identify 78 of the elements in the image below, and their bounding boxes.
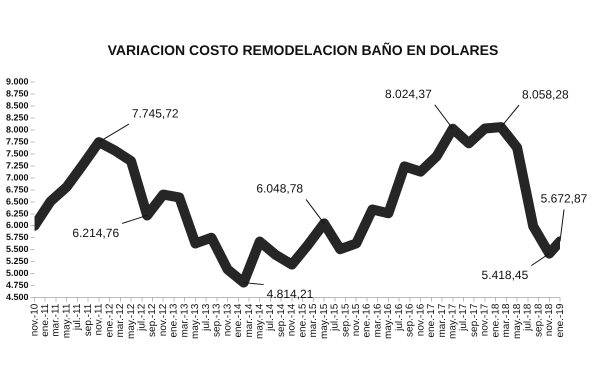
y-tick-label: 6.500 [6,196,29,206]
x-tick-label: mar.-14 [244,303,255,338]
data-label: 5.418,45 [482,268,529,282]
x-tick-label: ene.-12 [104,303,116,338]
data-label: 8.024,37 [385,87,432,102]
x-tick-label: nov.-13 [222,303,234,336]
y-tick-label: 8.500 [6,100,29,110]
y-tick-label: 5.000 [6,268,29,278]
x-tick-label: jul.-14 [265,303,276,332]
x-tick-label: ene.-18 [490,303,502,338]
x-tick-label: mar.-13 [179,303,190,338]
x-tick-label: nov.-10 [29,303,40,336]
x-tick-label: jul.-15 [330,303,341,332]
y-tick-label: 6.750 [6,184,29,194]
y-tick-label: 6.000 [6,220,29,230]
x-tick-label: ene.-14 [233,303,244,338]
x-tick-label: jul.-17 [458,303,470,332]
x-tick-label: may.-16 [383,303,394,340]
x-tick-label: jul.-16 [394,303,405,332]
data-label: 6.048,78 [256,182,304,196]
x-tick-label: jul.-12 [136,303,148,332]
x-tick-label: jul.-11 [72,303,84,332]
x-tick-label: may.-12 [126,303,137,340]
x-tick-label: nov.-11 [94,303,105,336]
chart-title: VARIACION COSTO REMODELACION BAÑO EN DOLARES [106,42,500,58]
x-tick-label: sep.-12 [147,303,158,337]
x-tick-label: jul.-13 [200,303,212,332]
x-tick-label: may.-17 [448,303,459,340]
y-tick-label: 7.500 [6,148,29,158]
x-tick-label: nov.-16 [415,303,426,336]
x-tick-label: ene.-13 [168,303,180,338]
y-tick-label: 5.250 [6,256,29,266]
x-tick-label: sep.-14 [276,303,287,337]
x-tick-label: nov.-12 [158,303,169,336]
x-tick-label: ene.-19 [554,303,566,338]
y-tick-label: 4.750 [6,280,29,290]
x-tick-label: mar.-11 [50,303,62,337]
y-tick-label: 4.500 [6,292,29,302]
x-tick-label: sep.-11 [82,303,94,336]
x-tick-label: sep.-13 [212,303,223,337]
x-tick-label: mar.-17 [436,303,448,338]
x-tick-label: sep.-18 [533,303,544,337]
x-tick-label: sep.-15 [340,303,352,337]
x-tick-label: may.-18 [512,303,523,340]
y-tick-label: 8.250 [6,112,29,122]
x-tick-label: ene.-11 [40,303,51,337]
y-tick-label: 6.250 [6,208,29,218]
y-tick-label: 5.500 [6,244,29,254]
x-tick-label: nov.-15 [350,303,362,336]
x-tick-label: may.-14 [254,303,266,340]
x-tick-label: nov.-14 [286,303,298,336]
x-tick-label: may.-13 [190,303,202,340]
y-tick-label: 8.750 [6,88,29,98]
x-tick-label: nov.-17 [480,303,491,336]
data-label: 4.814,21 [266,286,314,301]
y-tick-label: 7.750 [6,136,29,146]
x-tick-label: nov.-18 [544,303,556,336]
x-tick-label: mar.-12 [115,303,126,338]
x-tick-label: may.-11 [61,303,72,338]
y-tick-label: 9.000 [6,76,29,86]
y-tick-label: 7.250 [6,160,29,170]
x-tick-label: ene.-17 [426,303,438,338]
data-label: 8.058,28 [522,87,570,102]
x-tick-label: ene.-15 [297,303,308,338]
y-tick-label: 8.000 [6,124,29,134]
x-tick-label: may.-15 [318,303,330,340]
y-tick-label: 7.000 [6,172,29,182]
data-label: 7.745,72 [132,106,179,120]
y-tick-label: 5.750 [6,232,29,242]
x-tick-label: mar.-16 [372,303,384,338]
data-label: 6.214,76 [72,226,120,240]
x-tick-label: jul.-18 [522,303,534,332]
x-tick-label: sep.-17 [468,303,480,337]
x-tick-label: sep.-16 [404,303,416,337]
data-label: 5.672,87 [540,192,588,206]
x-tick-label: mar.-15 [308,303,320,338]
x-tick-label: ene.-16 [362,303,373,338]
x-tick-label: mar.-18 [501,303,512,338]
